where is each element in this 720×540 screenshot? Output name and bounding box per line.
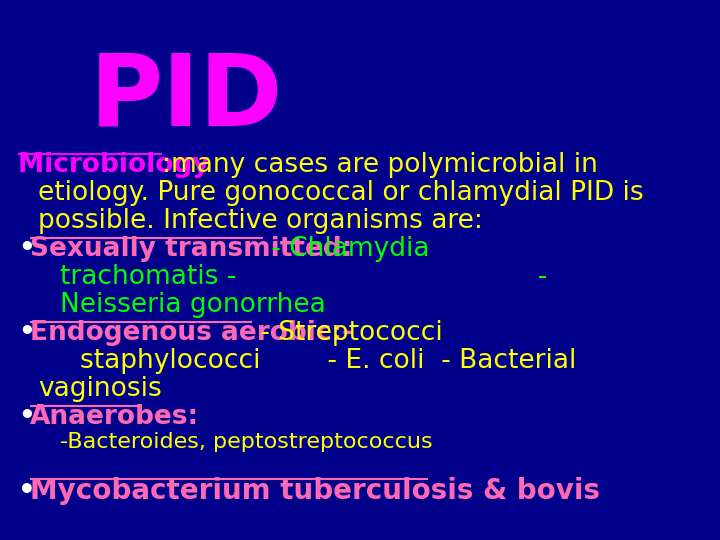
Text: •: • — [18, 236, 35, 262]
Text: Mycobacterium tuberculosis & bovis: Mycobacterium tuberculosis & bovis — [30, 477, 600, 505]
Text: -Bacteroides, peptostreptococcus: -Bacteroides, peptostreptococcus — [60, 432, 433, 452]
Text: staphylococci        - E. coli  - Bacterial: staphylococci - E. coli - Bacterial — [80, 348, 577, 374]
Text: possible. Infective organisms are:: possible. Infective organisms are: — [38, 208, 483, 234]
Text: vaginosis: vaginosis — [38, 376, 162, 402]
Text: :many cases are polymicrobial in: :many cases are polymicrobial in — [163, 152, 598, 178]
Text: - Chlamydia: - Chlamydia — [264, 236, 430, 262]
Text: •: • — [18, 320, 35, 346]
Text: Microbiology: Microbiology — [18, 152, 219, 178]
Text: trachomatis -                                    -: trachomatis - - — [60, 264, 547, 290]
Text: PID: PID — [90, 50, 284, 147]
Text: Neisseria gonorrhea: Neisseria gonorrhea — [60, 292, 325, 318]
Text: Sexually transmitted:: Sexually transmitted: — [30, 236, 352, 262]
Text: Endogenous aerobic:-: Endogenous aerobic:- — [30, 320, 353, 346]
Text: Anaerobes:: Anaerobes: — [30, 404, 199, 430]
Text: •: • — [18, 477, 36, 505]
Text: - Streptococci: - Streptococci — [252, 320, 443, 346]
Text: •: • — [18, 404, 35, 430]
Text: etiology. Pure gonococcal or chlamydial PID is: etiology. Pure gonococcal or chlamydial … — [38, 180, 644, 206]
